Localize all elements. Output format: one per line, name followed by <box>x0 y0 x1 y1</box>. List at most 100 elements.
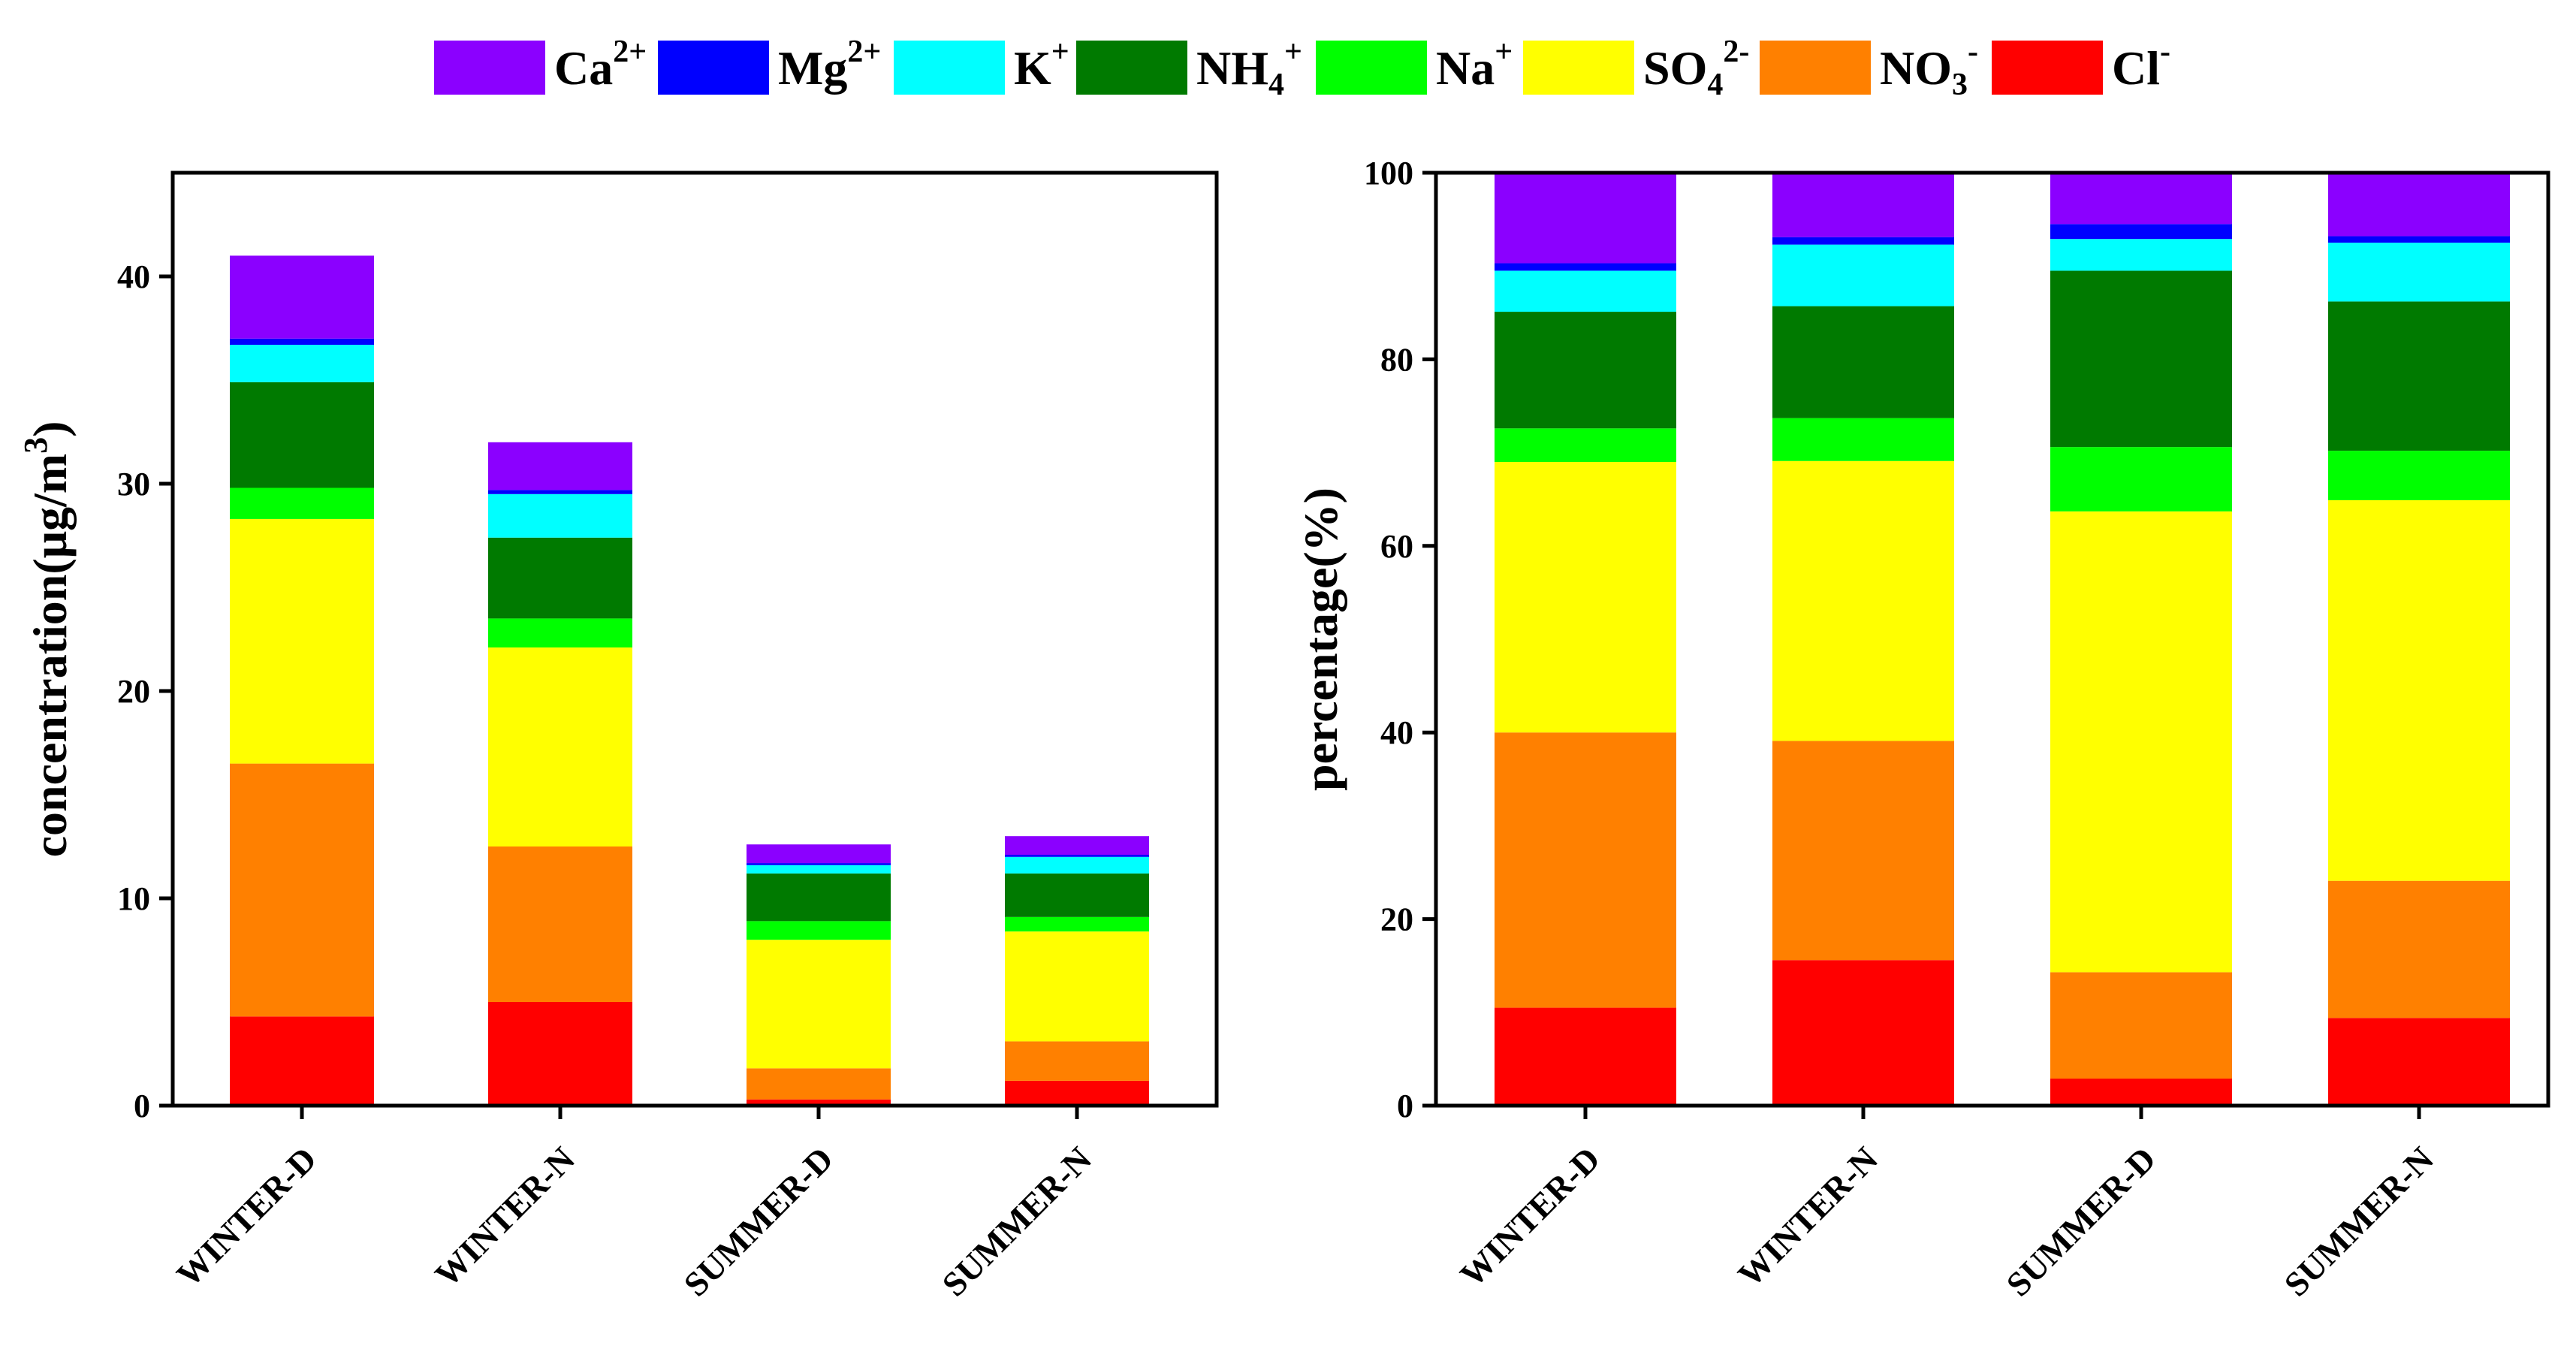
legend-swatch <box>1992 41 2103 95</box>
legend-label-sup: + <box>1495 35 1513 69</box>
legend-label-sup: + <box>1284 35 1302 69</box>
bar-segment-k <box>230 345 374 382</box>
legend-label-base: Mg <box>778 41 847 95</box>
bar-segment-na <box>747 921 891 940</box>
bar-segment-no3 <box>488 846 632 1002</box>
y-axis-title: concentration(μg/m3) <box>17 421 77 858</box>
bar-segment-mg2 <box>230 338 374 346</box>
x-tick-label-winter-n: WINTER-N <box>1730 1139 1885 1294</box>
bar-segment-na <box>1772 418 1954 461</box>
bar-segment-k <box>2050 239 2232 271</box>
bar-segment-cl <box>488 1002 632 1106</box>
y-tick-label: 40 <box>1380 714 1413 751</box>
bar-stack-summer-n <box>2328 173 2510 1106</box>
bar-segment-so42 <box>488 647 632 846</box>
x-tick-label-summer-n: SUMMER-N <box>935 1139 1099 1304</box>
legend-swatch <box>1076 41 1187 95</box>
bar-segment-mg2 <box>1005 855 1149 857</box>
legend-label: Mg2+ <box>778 35 881 95</box>
y-tick-label: 80 <box>1380 341 1413 378</box>
bar-segment-k <box>1495 270 1676 312</box>
y-tick-label: 0 <box>1397 1088 1413 1124</box>
legend-label-base: Cl <box>2112 41 2160 95</box>
bar-segment-nh4 <box>2328 301 2510 451</box>
x-tick-label-summer-d: SUMMER-D <box>1999 1139 2164 1304</box>
legend-label-sup: - <box>2160 35 2170 69</box>
bar-stack-summer-d <box>2050 173 2232 1106</box>
legend-label-sup: 2- <box>1723 35 1749 69</box>
bar-segment-so42 <box>2328 499 2510 881</box>
y-tick-label: 100 <box>1364 155 1413 192</box>
bar-segment-mg2 <box>2050 224 2232 240</box>
legend-label: NO3- <box>1880 35 1978 102</box>
legend-item-nh4: NH4+ <box>1076 35 1302 102</box>
y-tick-label: 20 <box>117 673 150 710</box>
y-tick-label: 60 <box>1380 528 1413 565</box>
x-tick-label-summer-d: SUMMER-D <box>677 1139 841 1304</box>
legend-label-sup: + <box>1051 35 1069 69</box>
x-tick-label-winter-d: WINTER-D <box>1452 1139 1607 1294</box>
bar-segment-mg2 <box>488 490 632 494</box>
y-axis-title: percentage(%) <box>1294 487 1347 791</box>
y-axis-title-sup: 3 <box>17 437 54 454</box>
legend-label-sub: 3 <box>1952 68 1968 102</box>
bar-segment-k <box>1005 856 1149 874</box>
legend-item-na: Na+ <box>1316 35 1513 95</box>
legend-label: SO42- <box>1643 35 1749 102</box>
bar-segment-nh4 <box>488 537 632 619</box>
legend-label-sup: - <box>1968 35 1978 69</box>
concentration-chart: 0 10 20 30 40 WINTER-D WINTER-N SUMMER-D SUMMER-… <box>17 171 1219 1304</box>
bar-segment-so42 <box>1005 931 1149 1042</box>
bar-stack-winter-d <box>1495 173 1676 1106</box>
bar-segment-cl <box>2050 1078 2232 1106</box>
x-tick-label-summer-n: SUMMER-N <box>2277 1139 2442 1304</box>
y-tick-label: 30 <box>117 466 150 502</box>
legend-label-base: SO <box>1643 41 1707 95</box>
legend-swatch <box>1760 41 1871 95</box>
legend-label: Ca2+ <box>554 35 647 95</box>
bar-segment-k <box>747 865 891 874</box>
bar-stack-summer-n <box>1005 836 1149 1106</box>
x-tick-label-winter-n: WINTER-N <box>427 1139 582 1294</box>
bar-segment-ca2 <box>230 255 374 339</box>
legend-label: Cl- <box>2112 35 2170 95</box>
bar-segment-nh4 <box>1495 312 1676 429</box>
legend-item-cl: Cl- <box>1992 35 2170 95</box>
legend-swatch <box>434 41 545 95</box>
legend-label: K+ <box>1014 35 1069 95</box>
bar-segment-no3 <box>2050 972 2232 1079</box>
bar-segment-nh4 <box>1772 306 1954 418</box>
bar-segment-mg2 <box>1772 237 1954 245</box>
bar-stack-winter-n <box>488 442 632 1106</box>
y-axis-title-text: concentration(μg/m <box>23 454 77 858</box>
bar-segment-na <box>230 487 374 519</box>
bar-segment-mg2 <box>2328 236 2510 243</box>
bar-segment-ca2 <box>747 844 891 864</box>
bar-segment-cl <box>747 1099 891 1106</box>
bar-segment-no3 <box>747 1068 891 1100</box>
legend: Ca2+ Mg2+ K+ NH4+ Na+ SO42- NO3- Cl- <box>434 35 2170 102</box>
bar-segment-so42 <box>1495 462 1676 733</box>
legend-item-mg2: Mg2+ <box>658 35 881 95</box>
bar-segment-so42 <box>747 940 891 1069</box>
y-axis-title-text: percentage(%) <box>1294 487 1347 791</box>
legend-label-base: Ca <box>554 41 613 95</box>
bar-segment-ca2 <box>2050 173 2232 225</box>
legend-label: Na+ <box>1436 35 1513 95</box>
legend-label-base: Na <box>1436 41 1495 95</box>
legend-item-so42: SO42- <box>1523 35 1749 102</box>
bar-segment-mg2 <box>1495 263 1676 271</box>
bar-stack-summer-d <box>747 844 891 1106</box>
bar-segment-no3 <box>1772 741 1954 961</box>
y-axis-title-tail: ) <box>23 421 77 437</box>
legend-item-k: K+ <box>894 35 1069 95</box>
bar-segment-ca2 <box>488 442 632 490</box>
plot-frame <box>1434 171 2550 1108</box>
legend-item-no3: NO3- <box>1760 35 1978 102</box>
y-tick-label: 20 <box>1380 901 1413 938</box>
legend-label-base: K <box>1014 41 1051 95</box>
y-tick-label: 10 <box>117 880 150 917</box>
legend-label-sub: 4 <box>1707 68 1723 102</box>
percentage-chart: 0 20 40 60 80 100 WINTER-D WINTER-N SUMMER-D SUMM… <box>1294 155 2550 1304</box>
